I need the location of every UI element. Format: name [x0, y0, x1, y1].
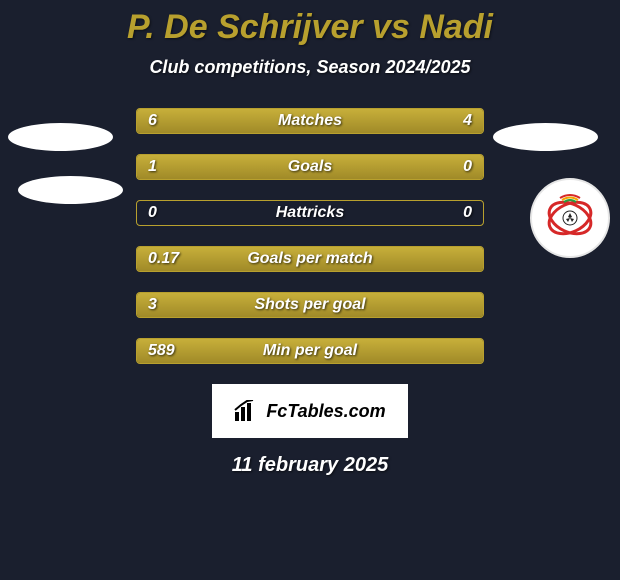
stat-bar-track: Hattricks [136, 200, 484, 226]
stat-bar-track: Goals per match [136, 246, 484, 272]
subtitle: Club competitions, Season 2024/2025 [0, 57, 620, 78]
page-title: P. De Schrijver vs Nadi [0, 8, 620, 47]
brand-text: FcTables.com [266, 401, 385, 422]
stat-value-left: 1 [148, 154, 157, 180]
stat-label: Hattricks [137, 201, 483, 225]
infographic-container: P. De Schrijver vs Nadi Club competition… [0, 0, 620, 580]
stat-bars: 6 Matches 4 1 Goals 0 0 Hattricks [0, 108, 620, 364]
stat-bar-track: Min per goal [136, 338, 484, 364]
stat-bar-track: Matches [136, 108, 484, 134]
stat-bar-left [137, 247, 483, 271]
stat-bar-left [137, 109, 345, 133]
stat-value-left: 0.17 [148, 246, 179, 272]
stat-value-left: 589 [148, 338, 175, 364]
stat-value-right: 0 [463, 200, 472, 226]
chart-icon [234, 400, 260, 422]
stat-bar-track: Goals [136, 154, 484, 180]
stat-bar-track: Shots per goal [136, 292, 484, 318]
stat-bar-left [137, 155, 400, 179]
stat-value-right: 0 [463, 154, 472, 180]
stat-row-goals: 1 Goals 0 [0, 154, 620, 180]
stat-row-min-per-goal: 589 Min per goal [0, 338, 620, 364]
stat-row-matches: 6 Matches 4 [0, 108, 620, 134]
stat-row-hattricks: 0 Hattricks 0 [0, 200, 620, 226]
stat-row-goals-per-match: 0.17 Goals per match [0, 246, 620, 272]
stat-value-right: 4 [463, 108, 472, 134]
brand-logo: FcTables.com [212, 384, 408, 438]
stat-value-left: 3 [148, 292, 157, 318]
stat-value-left: 0 [148, 200, 157, 226]
stat-row-shots-per-goal: 3 Shots per goal [0, 292, 620, 318]
stat-value-left: 6 [148, 108, 157, 134]
stat-bar-left [137, 339, 483, 363]
stat-bar-left [137, 293, 483, 317]
date-text: 11 february 2025 [0, 454, 620, 477]
